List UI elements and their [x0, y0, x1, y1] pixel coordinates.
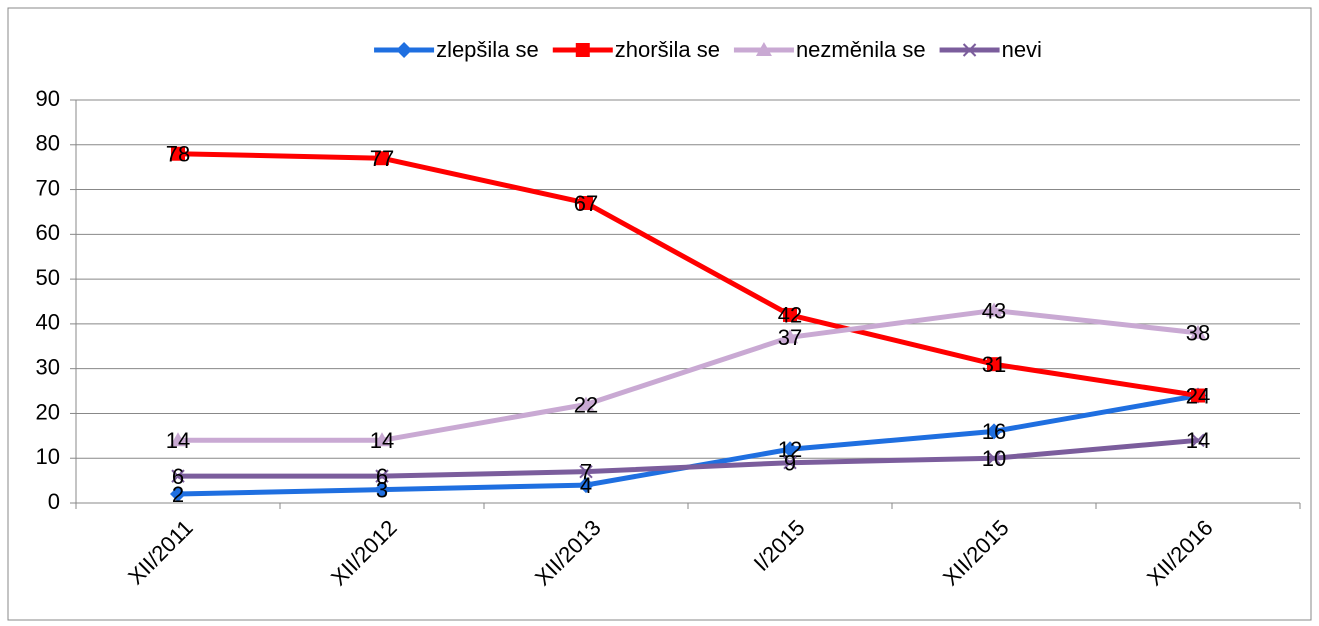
marker — [987, 451, 1001, 465]
marker — [396, 42, 413, 58]
marker — [374, 432, 390, 447]
legend-label: zlepšila se — [436, 37, 539, 62]
marker — [783, 307, 797, 322]
series-line — [178, 437, 1199, 479]
marker — [783, 455, 797, 470]
y-tick-label: 90 — [36, 86, 60, 111]
data-label: 12 — [778, 437, 802, 462]
data-label: 4 — [580, 473, 592, 498]
data-label: 43 — [982, 298, 1006, 323]
series-line — [177, 151, 1199, 399]
marker — [986, 423, 1002, 440]
marker — [782, 441, 798, 458]
legend-label: zhoršila se — [615, 37, 720, 62]
data-label: 9 — [784, 451, 796, 476]
chart-frame — [7, 7, 1312, 621]
data-label: 38 — [1186, 321, 1210, 346]
marker — [1191, 388, 1205, 403]
data-label: 22 — [574, 392, 598, 417]
y-tick-label: 70 — [36, 175, 60, 200]
marker — [375, 469, 389, 483]
legend-label: nevi — [1002, 37, 1042, 62]
data-label: 14 — [370, 428, 394, 453]
marker — [579, 195, 593, 210]
data-label: 3 — [376, 477, 388, 502]
marker — [374, 481, 390, 498]
marker — [782, 329, 798, 344]
y-tick-label: 30 — [36, 354, 60, 379]
marker — [987, 357, 1001, 372]
marker — [170, 486, 186, 503]
y-tick-label: 60 — [36, 220, 60, 245]
y-tick-label: 10 — [36, 444, 60, 469]
data-label: 31 — [982, 352, 1006, 377]
y-tick-label: 80 — [36, 131, 60, 156]
marker — [986, 302, 1002, 317]
data-label: 10 — [982, 446, 1006, 471]
marker — [579, 464, 593, 479]
data-label: 78 — [166, 142, 190, 167]
data-label: 67 — [574, 191, 598, 216]
marker — [578, 396, 594, 411]
data-label: 37 — [778, 325, 802, 350]
data-label: 6 — [376, 464, 388, 489]
data-label: 16 — [982, 419, 1006, 444]
marker — [575, 43, 590, 57]
marker — [578, 477, 594, 494]
data-label: 14 — [166, 428, 190, 453]
legend-label: nezměnila se — [796, 37, 926, 62]
data-label: 2 — [172, 482, 184, 507]
data-label: 24 — [1186, 383, 1210, 408]
data-label: 7 — [580, 459, 592, 484]
marker — [171, 146, 185, 161]
y-tick-label: 0 — [48, 489, 60, 514]
marker — [171, 469, 185, 483]
marker — [755, 42, 772, 56]
y-tick-label: 50 — [36, 265, 60, 290]
marker — [375, 151, 389, 166]
data-label: 77 — [370, 146, 394, 171]
data-label: 42 — [778, 303, 802, 328]
marker — [1190, 324, 1206, 339]
marker — [962, 43, 977, 57]
legend: zlepšila se zhoršila se nezměnila se nevi — [374, 37, 1042, 62]
marker — [170, 432, 186, 447]
series-line — [178, 307, 1199, 443]
y-tick-label: 40 — [36, 310, 60, 335]
y-tick-label: 20 — [36, 399, 60, 424]
marker — [1191, 433, 1205, 448]
data-label: 6 — [172, 464, 184, 489]
data-label: 14 — [1186, 428, 1210, 453]
